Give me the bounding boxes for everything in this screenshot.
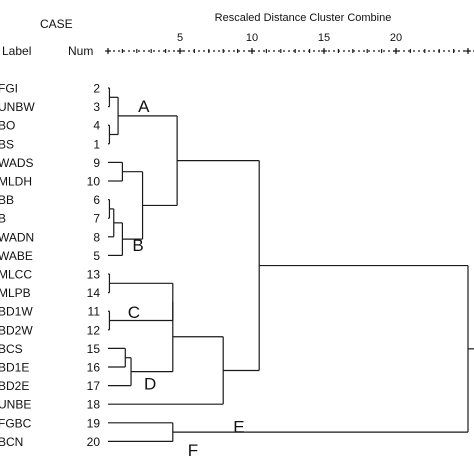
case-label: UNBE bbox=[0, 398, 31, 412]
case-label: BD1W bbox=[0, 305, 33, 319]
case-number: 19 bbox=[87, 416, 101, 430]
group-label: E bbox=[233, 417, 244, 436]
case-number: 4 bbox=[93, 119, 100, 133]
group-label: F bbox=[188, 441, 198, 460]
axis-tick-label: 10 bbox=[246, 32, 258, 44]
case-label: FGBC bbox=[0, 416, 32, 430]
case-number: 1 bbox=[93, 137, 100, 151]
case-label: BO bbox=[0, 119, 15, 133]
case-number: 11 bbox=[88, 305, 101, 319]
dendrogram-tree bbox=[108, 87, 474, 442]
case-number: 10 bbox=[87, 175, 101, 189]
case-number: 14 bbox=[87, 286, 101, 300]
case-label: B bbox=[0, 212, 6, 226]
group-label: D bbox=[144, 375, 156, 394]
case-number: 13 bbox=[87, 268, 101, 282]
case-number: 8 bbox=[93, 230, 100, 244]
case-label: BB bbox=[0, 193, 14, 207]
chart-title: Rescaled Distance Cluster Combine bbox=[215, 12, 392, 24]
case-number: 3 bbox=[93, 100, 100, 114]
group-label: C bbox=[128, 303, 140, 322]
case-number: 7 bbox=[93, 212, 100, 226]
case-label: FGI bbox=[0, 82, 18, 96]
case-number: 17 bbox=[87, 379, 101, 393]
distance-axis: 5 10 15 20 bbox=[105, 32, 474, 54]
case-number: 12 bbox=[87, 323, 101, 337]
case-label: WADN bbox=[0, 230, 34, 244]
case-label: MLDH bbox=[0, 175, 32, 189]
case-number: 6 bbox=[93, 193, 100, 207]
group-labels: A B C D E F bbox=[128, 97, 245, 460]
axis-tick-label: 20 bbox=[390, 32, 402, 44]
case-number: 9 bbox=[93, 156, 100, 170]
case-label: BCS bbox=[0, 342, 23, 356]
case-label: BS bbox=[0, 137, 14, 151]
case-label: WABE bbox=[0, 249, 33, 263]
axis-tick-label: 15 bbox=[318, 32, 330, 44]
case-number: 20 bbox=[87, 435, 101, 449]
case-list: FGI 2 UNBW 3 BO 4 BS 1 WADS 9 MLDH 10 BB 6 B 7 WADN 8 WABE… bbox=[0, 82, 100, 449]
case-label: MLCC bbox=[0, 268, 32, 282]
case-number: 16 bbox=[87, 361, 101, 375]
case-number: 15 bbox=[87, 342, 101, 356]
case-number: 2 bbox=[93, 82, 100, 96]
case-number: 18 bbox=[87, 398, 101, 412]
case-label: BD2E bbox=[0, 379, 29, 393]
axis-tick-label: 5 bbox=[177, 32, 183, 44]
group-label: A bbox=[138, 97, 150, 116]
label-header: Label bbox=[2, 44, 31, 58]
case-header: CASE bbox=[40, 17, 73, 31]
case-label: BD2W bbox=[0, 323, 33, 337]
group-label: B bbox=[132, 236, 143, 255]
case-label: BD1E bbox=[0, 361, 29, 375]
case-number: 5 bbox=[93, 249, 100, 263]
case-label: WADS bbox=[0, 156, 34, 170]
case-label: UNBW bbox=[0, 100, 35, 114]
num-header: Num bbox=[68, 44, 93, 58]
case-label: MLPB bbox=[0, 286, 31, 300]
case-label: BCN bbox=[0, 435, 23, 449]
